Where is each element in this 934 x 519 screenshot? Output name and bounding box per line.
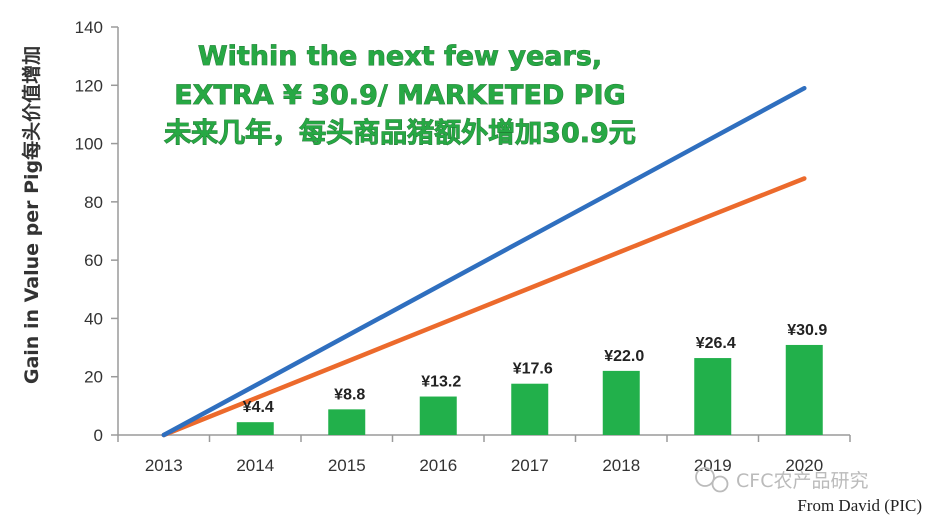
y-tick-label: 60: [84, 251, 103, 270]
watermark-text: CFC农产品研究: [736, 470, 868, 492]
bar: [419, 396, 457, 435]
bar-value-label: ¥8.8: [334, 386, 365, 403]
axes: 0 20 40 60 80 100 120 140 2013 2014 2015 2016 2017 20…: [75, 18, 851, 475]
y-tick-label: 0: [94, 426, 103, 445]
bar: [694, 358, 732, 435]
y-tick-label: 20: [84, 368, 103, 387]
trend-lines: [161, 85, 807, 438]
title-line-2: EXTRA ¥ 30.9/ MARKETED PIG: [174, 80, 625, 111]
bar-value-label: ¥26.4: [696, 335, 736, 352]
bar: [328, 409, 366, 435]
bar: [785, 344, 823, 435]
x-tick-label: 2015: [328, 456, 366, 475]
bar-value-label: ¥4.4: [243, 399, 274, 416]
bar-value-label: ¥17.6: [513, 361, 553, 378]
bar: [511, 383, 549, 435]
bar-value-label: ¥30.9: [787, 322, 827, 339]
source-note: From David (PIC): [797, 496, 922, 515]
blue-trend-line: [161, 85, 807, 438]
bars: [236, 344, 823, 435]
title-line-1: Within the next few years,: [198, 41, 602, 72]
y-tick-label: 120: [75, 76, 103, 95]
x-tick-label: 2017: [511, 456, 549, 475]
bar-labels: ¥4.4 ¥8.8 ¥13.2 ¥17.6 ¥22.0 ¥26.4 ¥30.9: [243, 322, 828, 416]
title-line-3: 未来几年，每头商品猪额外增加30.9元: [164, 117, 636, 149]
orange-trend-line: [161, 176, 807, 438]
x-tick-label: 2013: [145, 456, 183, 475]
wechat-icon: [695, 467, 729, 493]
bar-value-label: ¥13.2: [421, 374, 461, 391]
bar: [602, 370, 640, 435]
y-tick-label: 100: [75, 135, 103, 154]
watermark: CFC农产品研究: [695, 467, 868, 493]
x-tick-label: 2018: [602, 456, 640, 475]
bar-value-label: ¥22.0: [604, 348, 644, 365]
bar: [236, 422, 274, 435]
y-tick-label: 80: [84, 193, 103, 212]
chart-title: Within the next few years, EXTRA ¥ 30.9/…: [164, 41, 636, 150]
x-tick-label: 2020: [785, 456, 823, 475]
x-tick-label: 2014: [236, 456, 274, 475]
y-tick-label: 140: [75, 18, 103, 37]
y-tick-label: 40: [84, 309, 103, 328]
x-tick-label: 2019: [694, 456, 732, 475]
y-axis-label: Gain in Value per Pig每头价值增加: [20, 46, 43, 384]
x-tick-label: 2016: [419, 456, 457, 475]
